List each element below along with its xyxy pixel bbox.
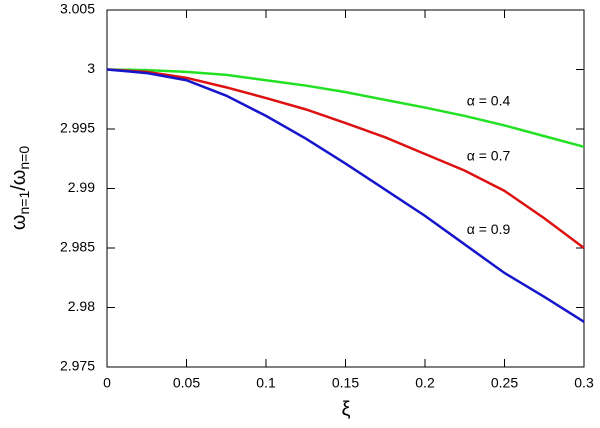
y-tick-label: 2.975 (60, 358, 95, 374)
y-tick-label: 2.995 (60, 120, 95, 136)
x-tick-label: 0.05 (173, 375, 200, 391)
y-tick-label: 3.005 (60, 1, 95, 17)
x-tick-label: 0.15 (332, 375, 359, 391)
series-line (106, 68, 585, 250)
series-line (106, 68, 585, 149)
y-tick-label: 3 (87, 60, 95, 76)
series-label: α = 0.9 (467, 221, 511, 237)
y-label-part: n=0 (16, 146, 32, 170)
x-tick-label: 0.25 (491, 375, 518, 391)
y-tick-label: 2.99 (68, 179, 95, 195)
y-tick-label: 2.98 (68, 298, 95, 314)
y-label-part: /ω (8, 170, 30, 191)
x-tick-label: 0.3 (574, 375, 594, 391)
x-tick-label: 0.2 (415, 375, 435, 391)
y-tick-label: 2.985 (60, 239, 95, 255)
x-axis-label: ξ (342, 398, 351, 420)
y-label-part: n=1 (16, 191, 32, 215)
series-line (106, 68, 585, 323)
x-tick-label: 0.1 (256, 375, 276, 391)
series-label: α = 0.7 (467, 147, 511, 163)
y-axis-label: ωn=1/ωn=0 (8, 146, 31, 231)
plot-frame (106, 9, 585, 368)
y-label-part: ω (8, 215, 30, 231)
series-label: α = 0.4 (467, 93, 511, 109)
x-tick-label: 0 (103, 375, 111, 391)
